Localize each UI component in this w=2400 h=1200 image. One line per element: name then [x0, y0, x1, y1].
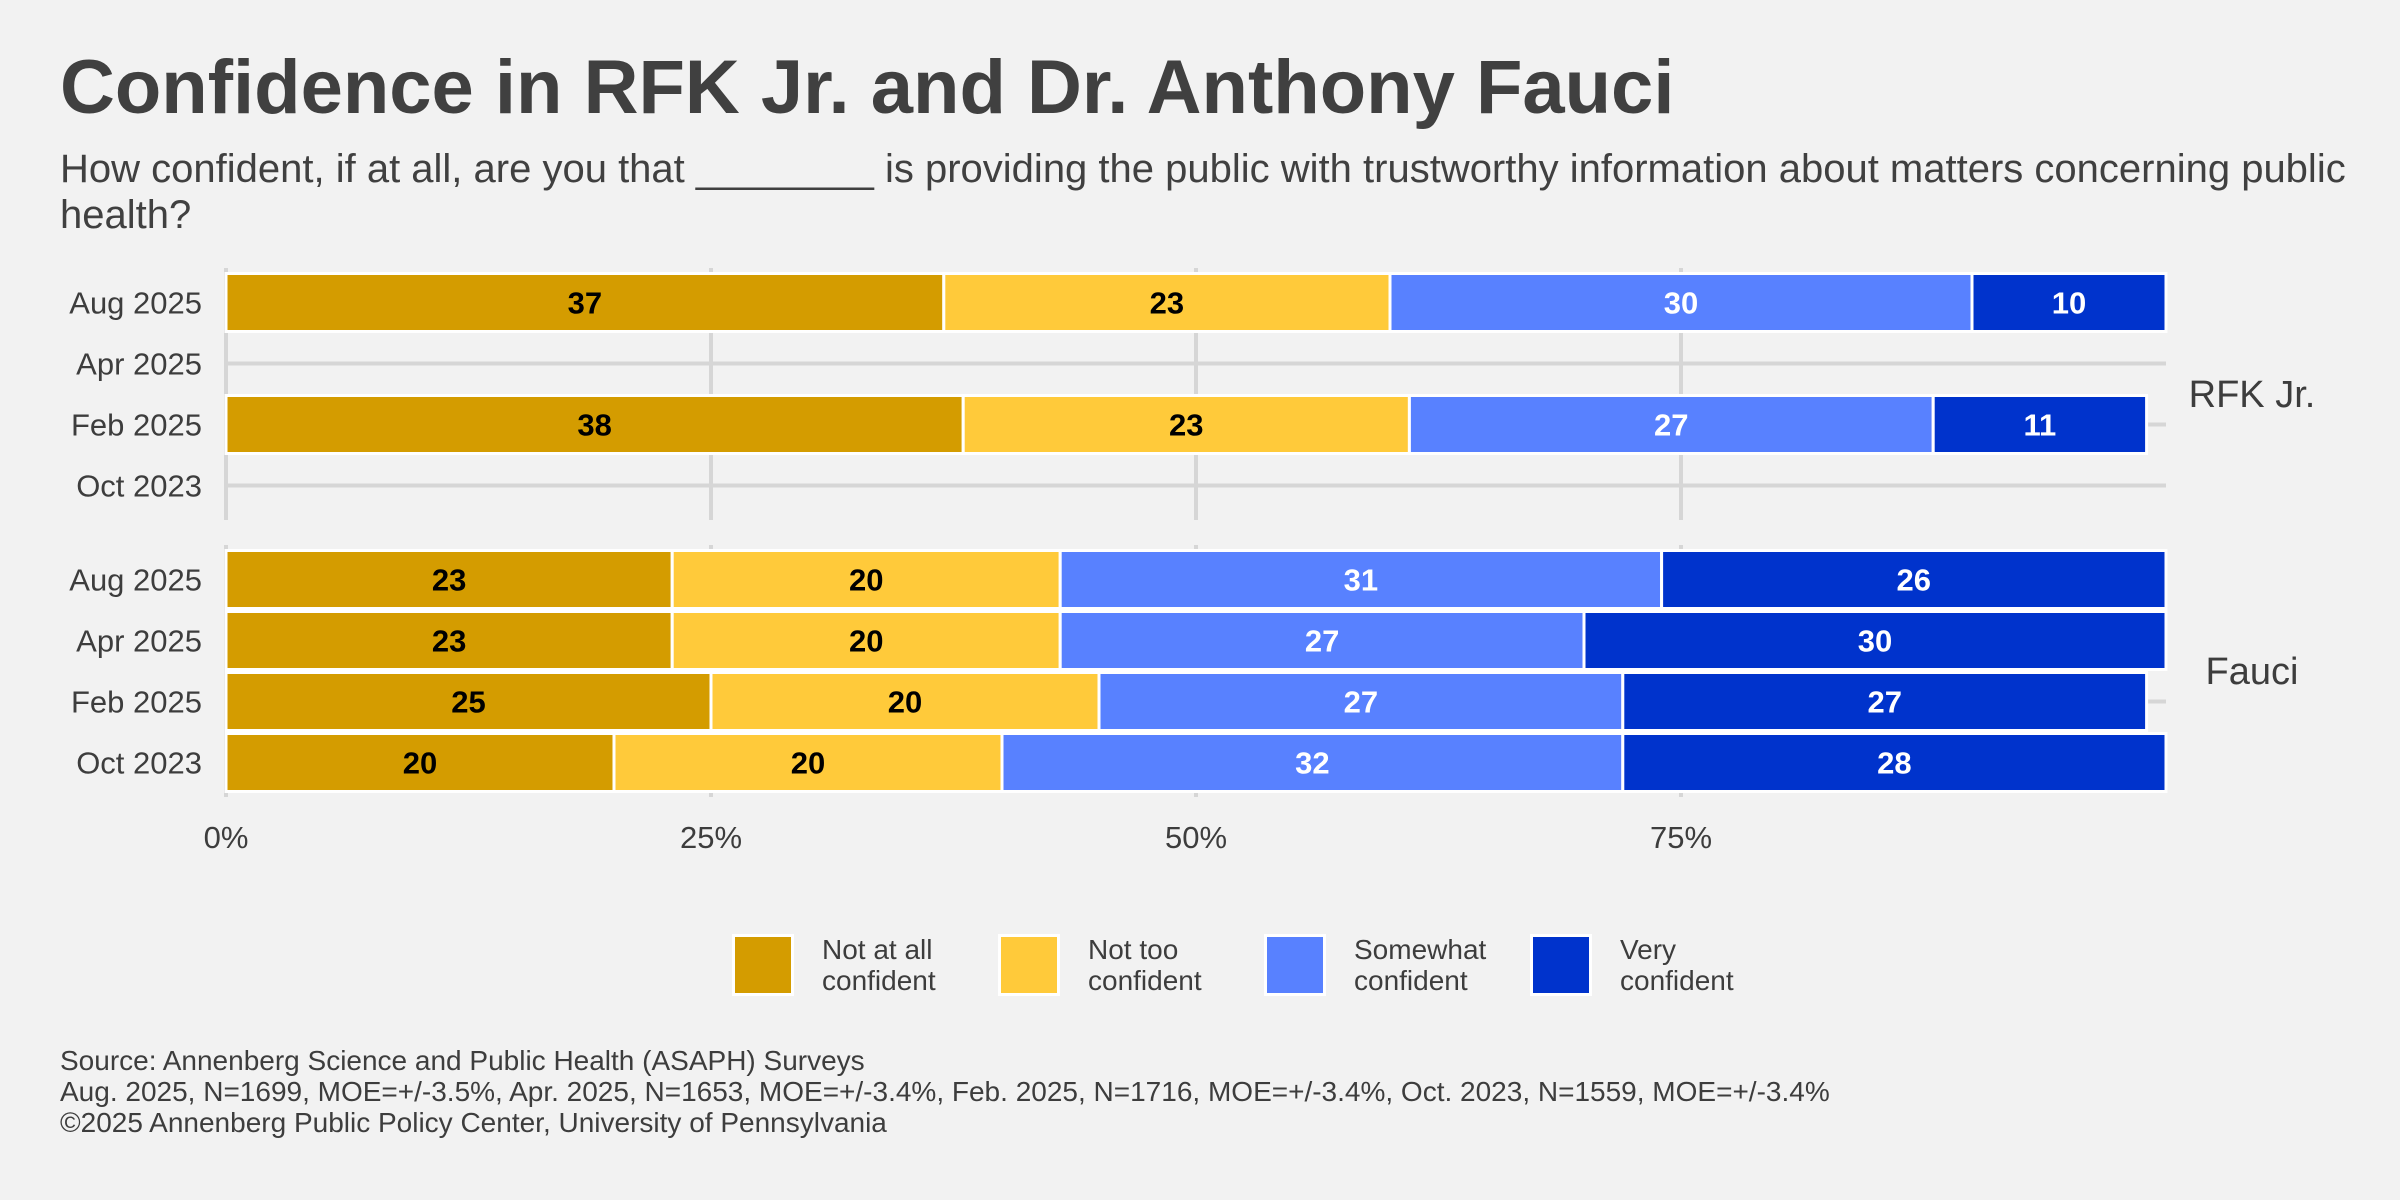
x-tick-label: 0% — [204, 820, 249, 855]
category-label: Oct 2023 — [76, 469, 202, 504]
data-label: 20 — [849, 624, 883, 659]
data-label: 27 — [1867, 685, 1901, 720]
footer-source: Source: Annenberg Science and Public Hea… — [60, 1045, 865, 1076]
category-label: Aug 2025 — [69, 286, 202, 321]
category-label: Aug 2025 — [69, 563, 202, 598]
data-label: 30 — [1858, 624, 1892, 659]
bar-segment — [1621, 671, 2149, 732]
legend-swatch — [732, 934, 794, 996]
data-label: 26 — [1897, 563, 1931, 598]
data-label: 27 — [1654, 408, 1688, 443]
bar-segment — [1407, 394, 1935, 455]
stacked-bar-chart: Aug 2025 37 23 30 10 Apr 2025 Feb 2025 38 23 27 11… — [69, 268, 2316, 855]
bar-segment — [1582, 610, 2168, 671]
data-label: 20 — [849, 563, 883, 598]
data-label: 20 — [791, 746, 825, 781]
bar-segment — [1970, 272, 2168, 333]
legend: Not at all confident Not too confident S… — [732, 930, 1796, 1000]
data-label: 23 — [1169, 408, 1203, 443]
legend-item-very: Very confident — [1530, 934, 1770, 996]
bar-segment — [224, 394, 965, 455]
legend-item-not-too: Not too confident — [998, 934, 1238, 996]
bar-segment — [1058, 610, 1586, 671]
bar-segment — [670, 549, 1062, 610]
bar-segment — [224, 610, 674, 671]
legend-label: Very confident — [1620, 934, 1734, 996]
data-label: 23 — [1150, 286, 1184, 321]
category-label: Feb 2025 — [71, 408, 202, 443]
category-label: Feb 2025 — [71, 685, 202, 720]
bar-segment — [670, 610, 1062, 671]
x-tick-label: 50% — [1165, 820, 1227, 855]
footer: Source: Annenberg Science and Public Hea… — [60, 1045, 1830, 1138]
data-label: 25 — [451, 685, 485, 720]
data-label: 11 — [2024, 408, 2057, 443]
data-label: 31 — [1344, 563, 1378, 598]
legend-label: Not at all confident — [822, 934, 936, 996]
category-label: Apr 2025 — [76, 347, 202, 382]
legend-item-not-at-all: Not at all confident — [732, 934, 972, 996]
bar-segment — [1621, 732, 2168, 793]
bar-segment — [224, 671, 713, 732]
bar-segment — [1000, 732, 1625, 793]
data-label: 27 — [1305, 624, 1339, 659]
x-tick-label: 25% — [680, 820, 742, 855]
data-label: 38 — [577, 408, 611, 443]
data-label: 10 — [2052, 286, 2086, 321]
data-label: 37 — [568, 286, 602, 321]
bar-segment — [1931, 394, 2149, 455]
footer-copyright: ©2025 Annenberg Public Policy Center, Un… — [60, 1107, 887, 1138]
category-label: Oct 2023 — [76, 746, 202, 781]
legend-swatch — [998, 934, 1060, 996]
data-label: 28 — [1877, 746, 1911, 781]
x-tick-label: 75% — [1650, 820, 1712, 855]
data-label: 20 — [888, 685, 922, 720]
bar-segment — [224, 732, 616, 793]
data-label: 20 — [403, 746, 437, 781]
data-label: 32 — [1295, 746, 1329, 781]
legend-swatch — [1530, 934, 1592, 996]
data-label: 30 — [1664, 286, 1698, 321]
data-label: 27 — [1344, 685, 1378, 720]
legend-swatch — [1264, 934, 1326, 996]
chart-title: Confidence in RFK Jr. and Dr. Anthony Fa… — [60, 45, 1675, 130]
facet-label: Fauci — [2206, 651, 2299, 693]
legend-item-somewhat: Somewhat confident — [1264, 934, 1504, 996]
bar-segment — [1660, 549, 2168, 610]
legend-label: Somewhat confident — [1354, 934, 1487, 996]
category-label: Apr 2025 — [76, 624, 202, 659]
bar-segment — [709, 671, 1101, 732]
bar-segment — [1097, 671, 1625, 732]
legend-label: Not too confident — [1088, 934, 1202, 996]
data-label: 23 — [432, 563, 466, 598]
footer-samples: Aug. 2025, N=1699, MOE=+/-3.5%, Apr. 202… — [60, 1076, 1830, 1107]
data-label: 23 — [432, 624, 466, 659]
bar-segment — [961, 394, 1411, 455]
facet-label: RFK Jr. — [2189, 374, 2316, 416]
chart-subtitle: How confident, if at all, are you that _… — [60, 147, 2346, 237]
